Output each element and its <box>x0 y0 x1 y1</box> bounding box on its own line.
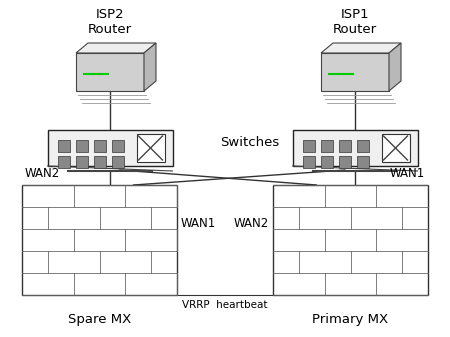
Text: ISP2
Router: ISP2 Router <box>88 8 132 36</box>
Bar <box>356 156 369 168</box>
Bar <box>76 140 87 152</box>
Bar <box>302 140 315 152</box>
Text: ISP1
Router: ISP1 Router <box>333 8 377 36</box>
Bar <box>22 185 177 295</box>
Text: Spare MX: Spare MX <box>68 313 131 326</box>
Polygon shape <box>389 43 401 91</box>
Bar <box>320 156 333 168</box>
Bar <box>48 130 172 166</box>
Bar <box>94 140 105 152</box>
Text: VRRP  heartbeat: VRRP heartbeat <box>182 300 268 310</box>
Bar <box>273 185 428 295</box>
Bar <box>112 140 123 152</box>
Text: WAN1: WAN1 <box>181 217 216 230</box>
Bar <box>338 156 351 168</box>
Text: WAN1: WAN1 <box>390 167 425 180</box>
Bar <box>58 156 69 168</box>
Polygon shape <box>76 53 144 91</box>
Bar <box>112 156 123 168</box>
Bar <box>302 156 315 168</box>
Bar <box>76 156 87 168</box>
Bar <box>356 140 369 152</box>
Bar <box>320 140 333 152</box>
Text: WAN2: WAN2 <box>234 217 269 230</box>
Bar <box>136 134 165 162</box>
Bar <box>338 140 351 152</box>
Bar <box>382 134 410 162</box>
Polygon shape <box>76 43 156 53</box>
Text: Primary MX: Primary MX <box>312 313 388 326</box>
Polygon shape <box>144 43 156 91</box>
Polygon shape <box>321 43 401 53</box>
Text: Switches: Switches <box>220 136 279 150</box>
Bar <box>292 130 418 166</box>
Polygon shape <box>321 53 389 91</box>
Text: WAN2: WAN2 <box>25 167 60 180</box>
Bar <box>58 140 69 152</box>
Bar <box>94 156 105 168</box>
